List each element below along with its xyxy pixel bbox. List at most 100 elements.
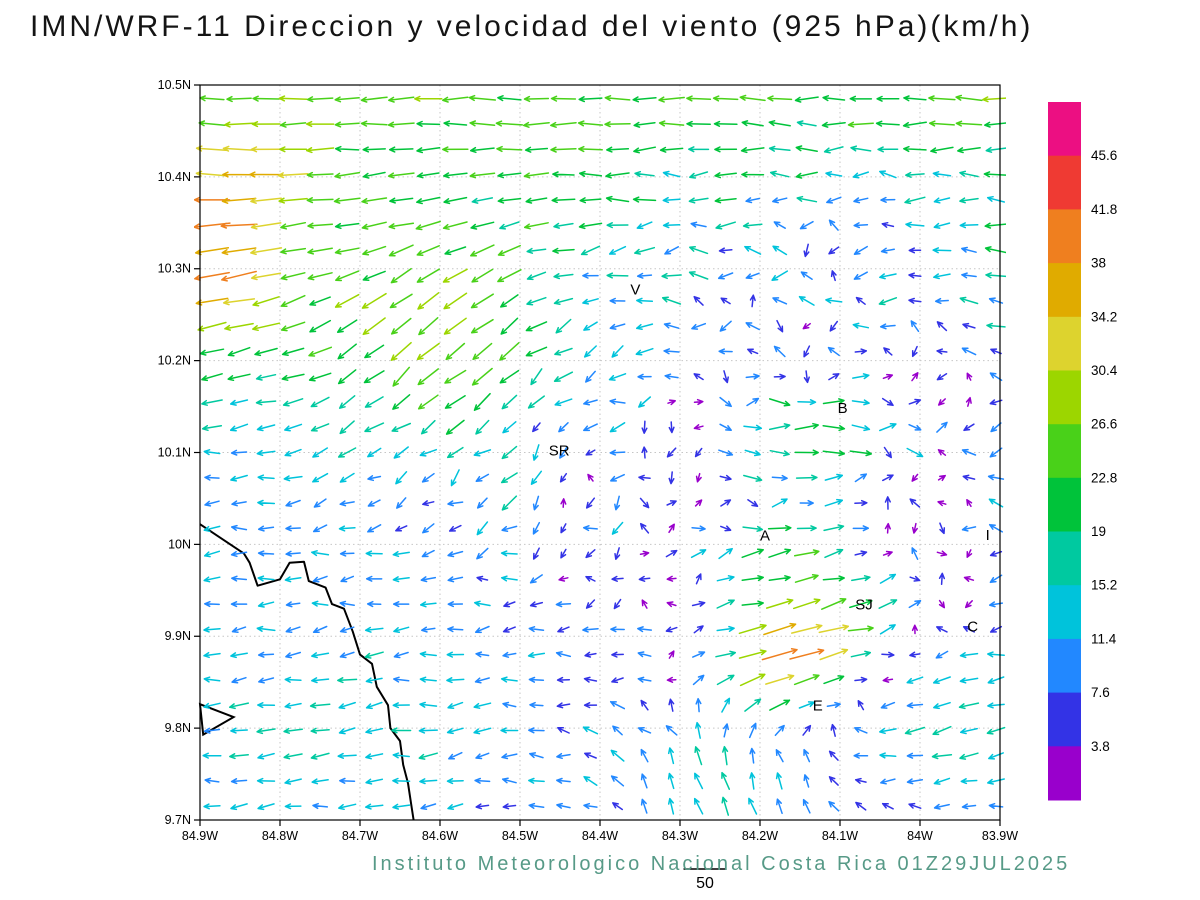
wind-vector [799,499,814,507]
wind-vector [911,522,918,534]
wind-vector [961,272,977,279]
wind-vector [798,295,815,306]
wind-vector [447,500,464,507]
wind-vector [718,449,734,457]
wind-vector [636,297,654,304]
wind-vector [389,197,414,204]
wind-vector [908,297,922,304]
wind-vector [528,777,545,784]
wind-vector [935,650,949,659]
wind-vector [716,625,735,632]
wind-vector [577,120,604,127]
footer-text: Instituto Meteorologico Nacional Costa R… [372,853,1071,875]
wind-vector [310,423,330,432]
colorbar-cell [1048,531,1081,586]
wind-vector [937,449,947,456]
wind-vector [688,271,709,280]
wind-vector [986,322,1006,329]
wind-vector [471,268,494,283]
wind-vector [230,524,248,531]
city-labels: V B SR A SJ C E I [549,282,990,715]
wind-vector [257,702,276,709]
wind-vector [854,499,868,507]
wind-vector [501,394,518,410]
colorbar-label: 15.2 [1091,578,1117,593]
wind-vector [387,121,415,128]
wind-vector [959,652,979,659]
wind-vector [987,702,1005,709]
wind-vector [966,372,973,381]
reference-vector: 50 [683,868,727,892]
wind-vector [583,702,598,709]
wind-vector [532,422,541,433]
wind-vector [933,273,951,280]
wind-vector [822,398,845,405]
wind-vector [958,702,980,710]
wind-vector [828,219,839,231]
wind-vector [256,424,276,432]
wind-vector [611,677,624,684]
wind-vector [879,727,897,735]
wind-vector [668,698,675,712]
wind-vector [497,172,522,179]
wind-vector [362,245,387,256]
wind-vector [688,146,710,153]
wind-vector [312,447,329,458]
wind-vector [609,449,626,456]
wind-vector [852,171,870,179]
wind-vector [364,626,384,633]
wind-vector [367,499,381,507]
wind-vector [830,723,837,737]
wind-vector [283,475,303,482]
wind-vector [741,548,764,559]
wind-vector [365,701,383,710]
wind-vector [641,599,648,609]
wind-vector [307,247,333,255]
coastline [198,523,415,821]
wind-vector [715,650,737,658]
colorbar-cell [1048,102,1081,157]
wind-vector [306,197,334,204]
wind-vector [309,296,331,306]
wind-vector [447,601,464,608]
wind-vector [249,171,284,178]
wind-vector [884,522,891,534]
wind-vector [446,727,464,735]
wind-vector [447,803,464,810]
wind-vector [522,121,550,128]
wind-vector [794,573,819,583]
wind-vector [749,747,756,764]
wind-vector [284,803,302,810]
wind-vector [552,247,575,254]
wind-vector [284,676,302,683]
wind-vector [250,197,282,204]
wind-vector [285,499,301,507]
wind-vector [392,394,411,410]
wind-vector [818,624,850,634]
wind-vector [986,195,1006,203]
wind-vector [417,292,440,310]
wind-vector [959,752,979,760]
wind-vector [776,319,784,333]
wind-vector [932,676,951,685]
wind-vector [557,727,570,734]
wind-vector [285,626,301,634]
wind-vector [474,625,490,634]
wind-vector [966,549,973,558]
wind-vector [312,802,329,810]
wind-vector [658,96,685,103]
wind-vector [772,245,788,256]
wind-vector [337,343,357,360]
x-tick-label: 84.6W [422,829,458,843]
wind-vector [582,626,599,633]
wind-vector [854,473,868,483]
wind-vector [333,197,361,204]
wind-vector [224,322,254,331]
wind-vector [928,95,956,102]
wind-vector [203,525,221,533]
wind-vector [640,773,648,789]
wind-vector [821,598,847,610]
wind-vector [365,778,384,785]
wind-vector [334,222,360,230]
colorbar-cell [1048,263,1081,318]
